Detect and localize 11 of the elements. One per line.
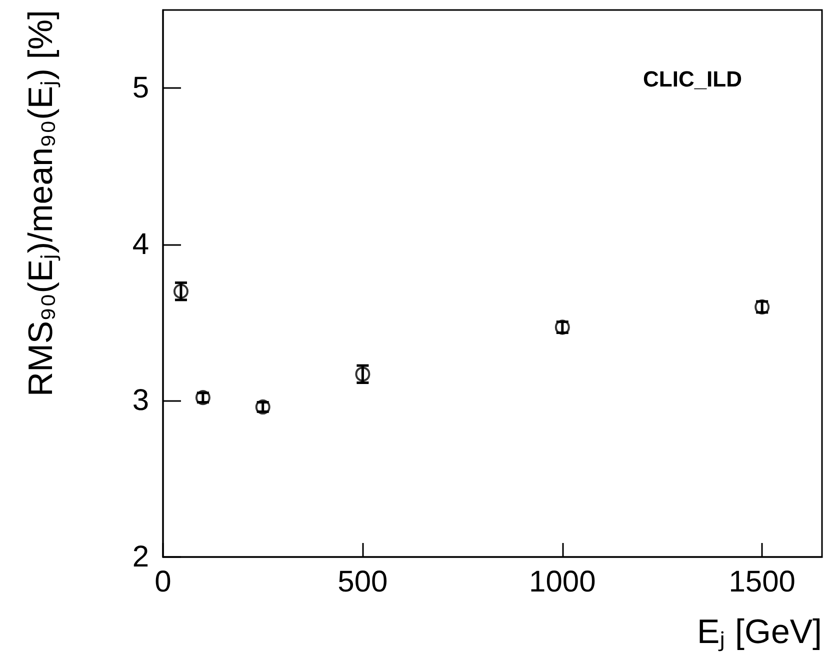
- y-tick-label: 2: [132, 540, 149, 574]
- y-tick-label: 3: [132, 384, 149, 418]
- x-tick-label: 500: [338, 566, 388, 598]
- y-tick-label: 5: [132, 72, 149, 105]
- x-axis-title: Eⱼ [GeV]: [696, 613, 822, 652]
- y-axis-title: RMS₉₀(Eⱼ)/mean₉₀(Eⱼ) [%]: [22, 10, 61, 396]
- x-tick-label: 0: [154, 566, 172, 598]
- annotation: CLIC_ILD: [643, 66, 742, 92]
- x-tick-label: 1000: [529, 566, 596, 598]
- y-tick-label: 4: [132, 228, 149, 261]
- x-tick-label: 1500: [728, 566, 796, 598]
